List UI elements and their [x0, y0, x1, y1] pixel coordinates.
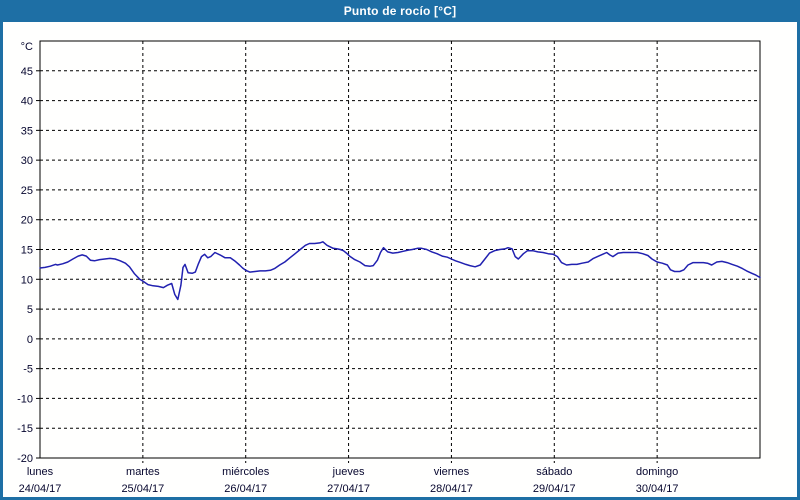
y-tick-label: -10 — [17, 393, 33, 405]
window-title-bar: Punto de rocío [°C] — [0, 0, 800, 22]
x-date-label: 28/04/17 — [430, 483, 473, 495]
x-date-label: 27/04/17 — [327, 483, 370, 495]
x-date-label: 30/04/17 — [636, 483, 679, 495]
chart-area: 45 40 35 30 25 20 15 10 5 0 -5 -10 -15 -20 °C lunes 24/0… — [0, 22, 800, 500]
dew-point-chart: 45 40 35 30 25 20 15 10 5 0 -5 -10 -15 -20 °C lunes 24/0… — [17, 40, 761, 495]
y-tick-label: 30 — [21, 155, 33, 167]
x-day-label: martes — [126, 466, 160, 478]
x-date-label: 24/04/17 — [19, 483, 62, 495]
x-day-label: sábado — [536, 466, 572, 478]
x-date-label: 25/04/17 — [121, 483, 164, 495]
x-day-label: jueves — [332, 466, 365, 478]
y-tick-label: -5 — [23, 364, 33, 376]
y-tick-label: 25 — [21, 185, 33, 197]
y-tick-label: 20 — [21, 215, 33, 227]
y-tick-label: 35 — [21, 125, 33, 137]
chart-title: Punto de rocío [°C] — [343, 4, 457, 18]
y-axis-unit-label: °C — [21, 41, 33, 53]
x-day-label: lunes — [27, 466, 54, 478]
y-tick-label: 15 — [21, 245, 33, 257]
y-tick-label: 5 — [27, 304, 33, 316]
x-day-label: domingo — [636, 466, 678, 478]
y-tick-label: 0 — [27, 334, 33, 346]
dew-point-line — [39, 241, 761, 301]
y-tick-label: 45 — [21, 66, 33, 78]
y-tick-label: 40 — [21, 96, 33, 108]
x-day-label: viernes — [434, 466, 470, 478]
y-tick-label: -15 — [17, 423, 33, 435]
x-day-label: miércoles — [222, 466, 270, 478]
y-tick-label: -20 — [17, 453, 33, 465]
x-date-label: 26/04/17 — [224, 483, 267, 495]
x-date-label: 29/04/17 — [533, 483, 576, 495]
y-tick-label: 10 — [21, 274, 33, 286]
